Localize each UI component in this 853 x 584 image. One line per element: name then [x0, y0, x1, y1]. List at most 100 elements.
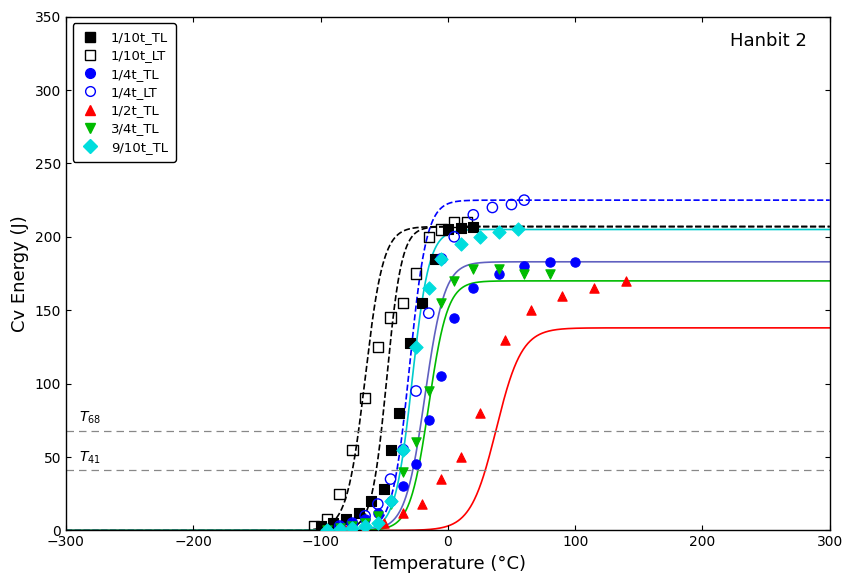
Point — [357, 394, 371, 403]
Point — [396, 467, 409, 477]
Point — [421, 308, 435, 318]
Point — [320, 514, 334, 523]
Point — [383, 499, 397, 509]
Point — [345, 519, 359, 528]
Point — [357, 519, 371, 528]
Point — [434, 474, 448, 484]
Point — [466, 265, 479, 274]
Point — [434, 225, 448, 234]
Point — [415, 298, 429, 308]
Point — [409, 438, 422, 447]
Point — [370, 499, 384, 509]
Point — [421, 284, 435, 293]
Text: $T_{68}$: $T_{68}$ — [78, 410, 101, 426]
Point — [517, 269, 531, 278]
Point — [517, 196, 531, 205]
Point — [345, 519, 359, 528]
Point — [396, 298, 409, 308]
Point — [473, 408, 486, 418]
Point — [320, 526, 334, 535]
Point — [370, 511, 384, 520]
Point — [339, 526, 352, 535]
Point — [345, 445, 359, 454]
Point — [396, 482, 409, 491]
Point — [466, 284, 479, 293]
Point — [370, 508, 384, 517]
Point — [357, 522, 371, 531]
Point — [409, 269, 422, 278]
Point — [421, 416, 435, 425]
Point — [364, 496, 378, 506]
Point — [434, 254, 448, 263]
Point — [447, 232, 461, 242]
Point — [326, 519, 339, 528]
Point — [383, 474, 397, 484]
Point — [339, 514, 352, 523]
Point — [618, 276, 632, 286]
Point — [313, 522, 327, 531]
Point — [447, 276, 461, 286]
Point — [383, 445, 397, 454]
Point — [447, 217, 461, 227]
Point — [466, 210, 479, 220]
Point — [523, 305, 537, 315]
Point — [460, 217, 473, 227]
Point — [409, 460, 422, 469]
Point — [345, 523, 359, 532]
Point — [491, 265, 505, 274]
Point — [517, 262, 531, 271]
Point — [466, 222, 479, 231]
Point — [320, 526, 334, 535]
X-axis label: Temperature (°C): Temperature (°C) — [369, 555, 525, 573]
Point — [333, 522, 346, 531]
Point — [333, 524, 346, 534]
Point — [421, 232, 435, 242]
Point — [333, 489, 346, 498]
Point — [491, 269, 505, 278]
Point — [396, 508, 409, 517]
Point — [377, 519, 391, 528]
Point — [333, 522, 346, 531]
Point — [434, 254, 448, 263]
Point — [485, 203, 499, 212]
Text: $T_{41}$: $T_{41}$ — [78, 450, 101, 466]
Point — [497, 335, 511, 345]
Point — [421, 387, 435, 396]
Point — [473, 232, 486, 242]
Point — [370, 342, 384, 352]
Point — [543, 269, 556, 278]
Point — [409, 387, 422, 396]
Point — [357, 511, 371, 520]
Point — [357, 514, 371, 523]
Point — [453, 223, 467, 232]
Point — [427, 254, 441, 263]
Point — [555, 291, 569, 300]
Point — [434, 298, 448, 308]
Point — [453, 239, 467, 249]
Point — [491, 228, 505, 237]
Point — [447, 313, 461, 322]
Point — [307, 522, 321, 531]
Point — [392, 408, 406, 418]
Point — [357, 523, 371, 532]
Point — [370, 519, 384, 528]
Point — [409, 342, 422, 352]
Point — [453, 453, 467, 462]
Point — [543, 257, 556, 266]
Point — [504, 200, 518, 209]
Point — [345, 522, 359, 531]
Point — [415, 499, 429, 509]
Point — [434, 371, 448, 381]
Point — [383, 496, 397, 506]
Text: Hanbit 2: Hanbit 2 — [729, 32, 806, 50]
Point — [567, 257, 581, 266]
Point — [383, 313, 397, 322]
Point — [320, 526, 334, 535]
Point — [351, 508, 365, 517]
Point — [383, 496, 397, 506]
Point — [510, 225, 524, 234]
Point — [396, 445, 409, 454]
Point — [403, 338, 416, 347]
Point — [587, 284, 601, 293]
Point — [377, 485, 391, 494]
